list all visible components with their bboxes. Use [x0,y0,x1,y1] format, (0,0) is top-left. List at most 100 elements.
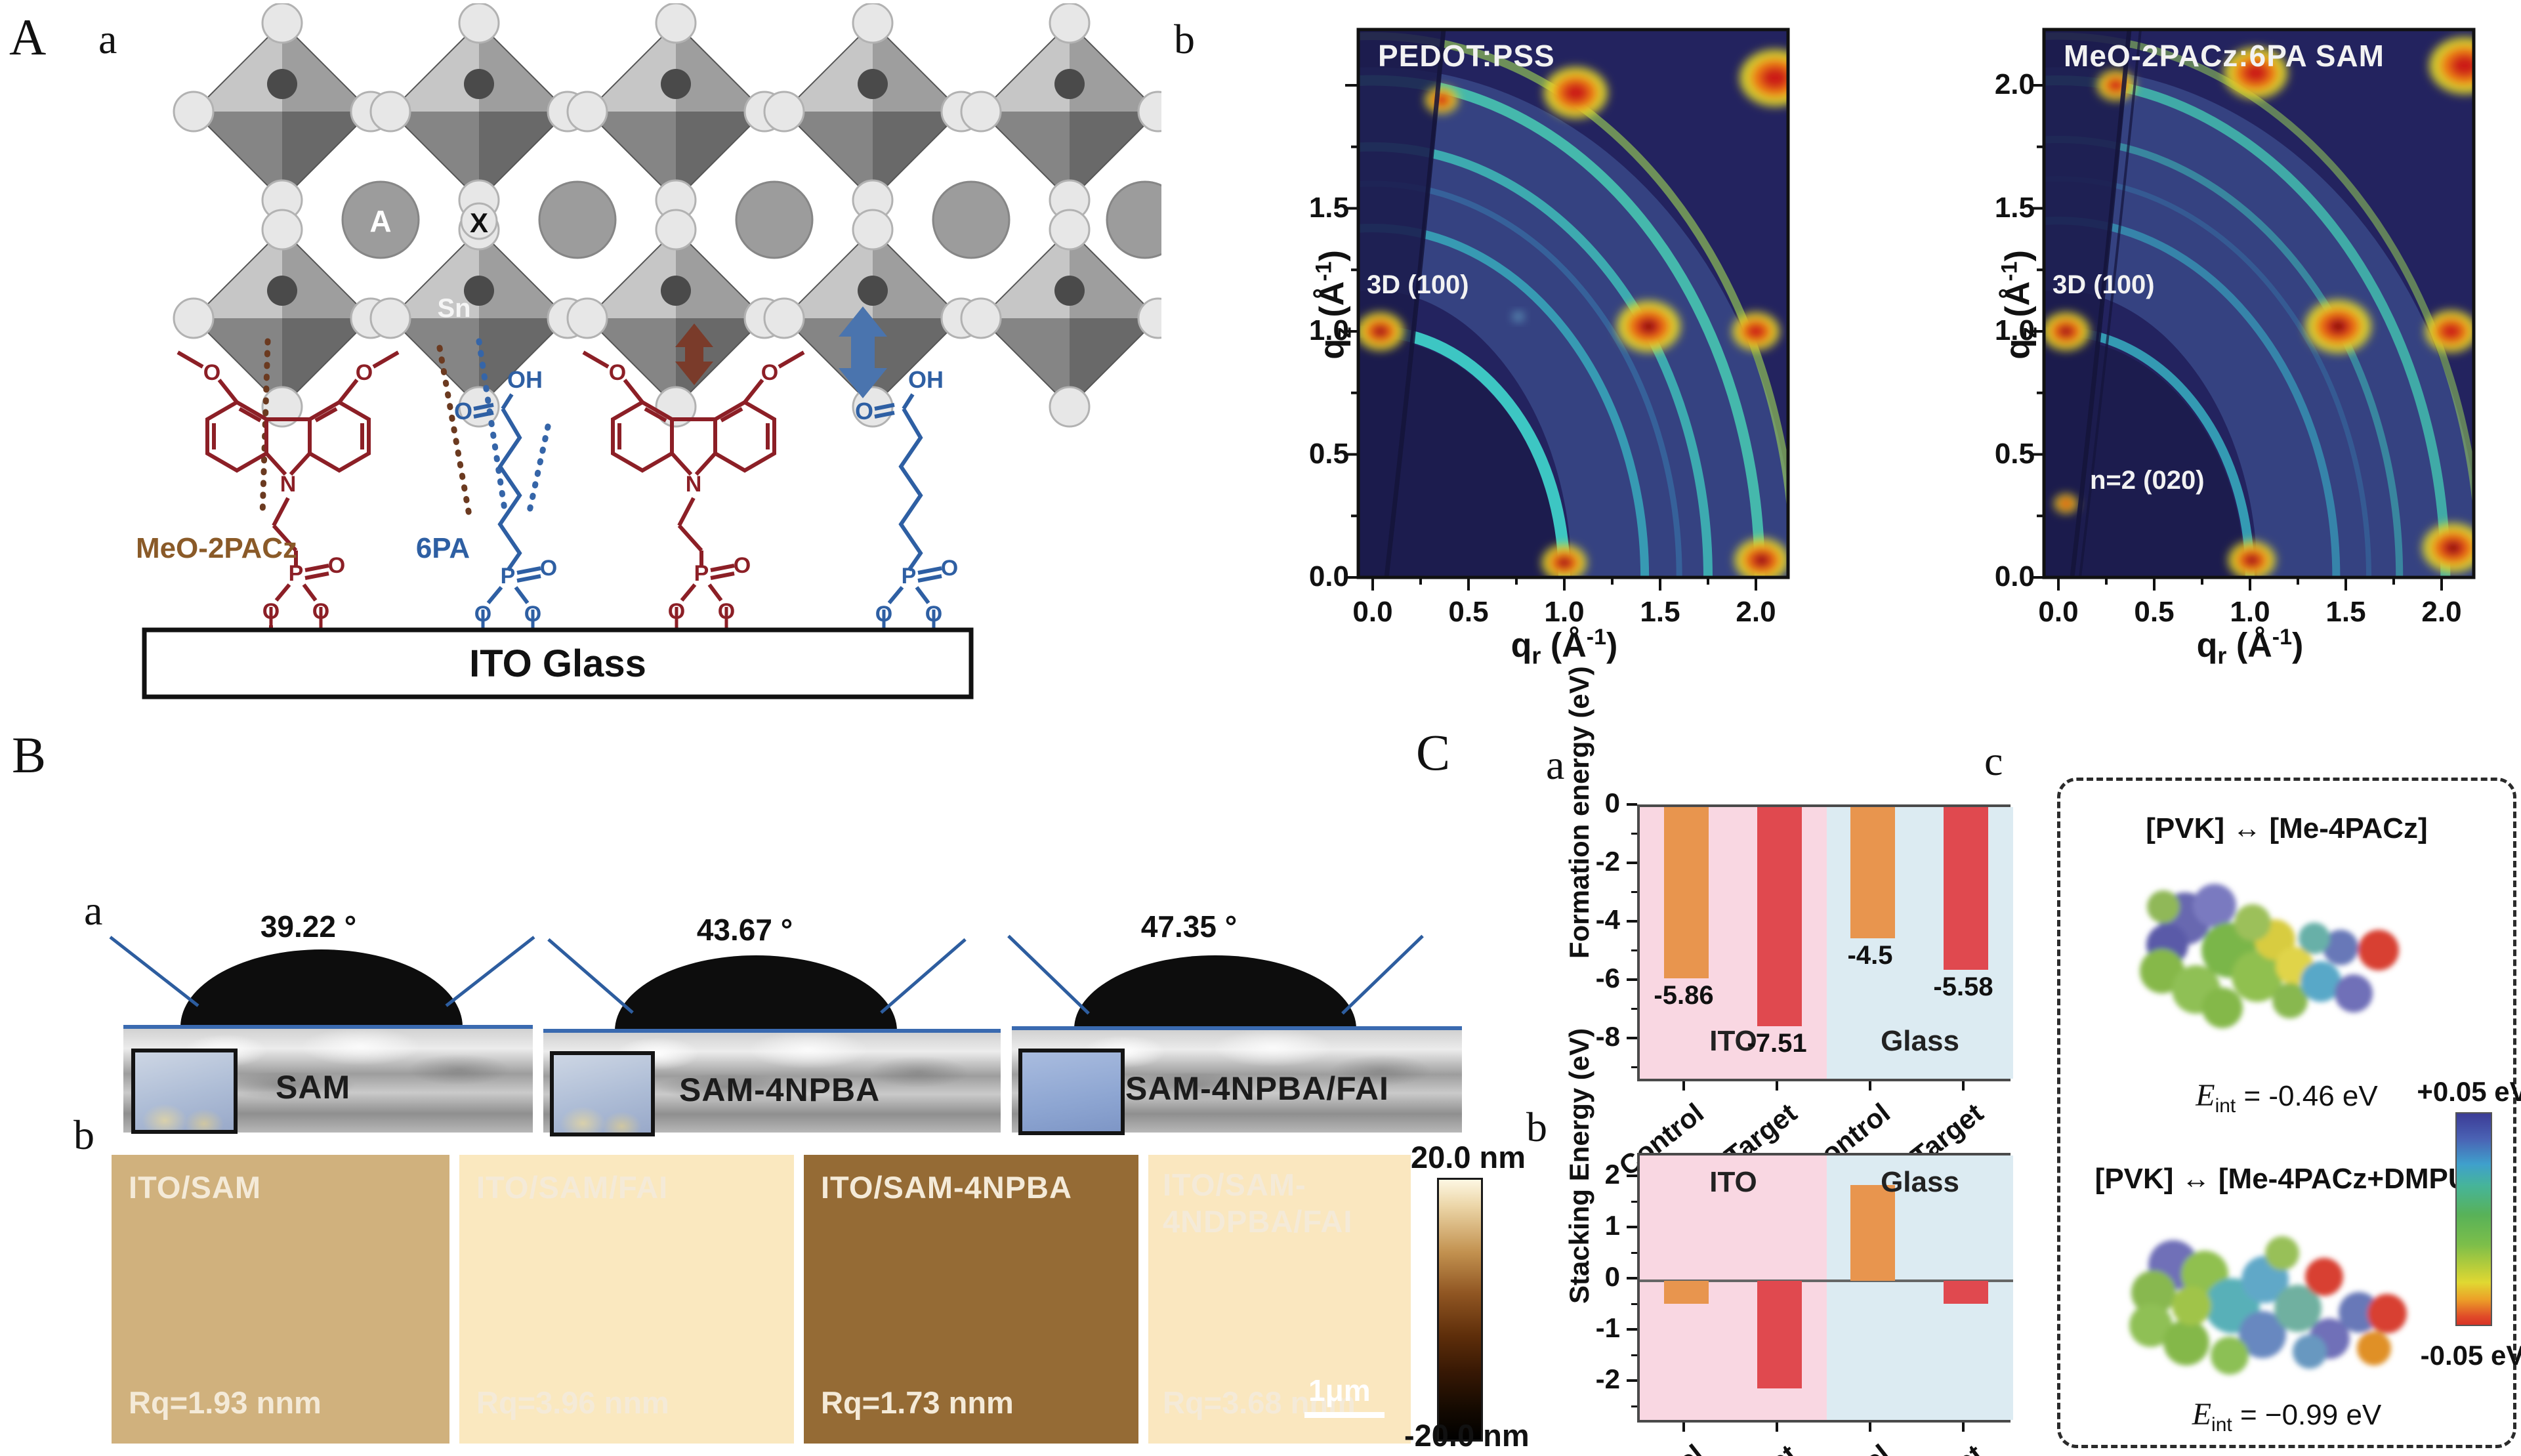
y-minor-tick [1631,1066,1637,1068]
mep-colorbar-max: +0.05 eV [2417,1076,2521,1107]
bar-target-glass [1944,807,1988,970]
atom-o: O [203,360,220,385]
panel-b-label: B [12,726,47,783]
y-minor-tick [1631,1379,1637,1382]
y-minor-tick [1631,1008,1637,1010]
afm-image-ito-sam [112,1155,449,1444]
giwaxs-x-tick-label: 0.0 [1352,596,1393,628]
tangent-line-left [547,938,634,1014]
panel-b-sub-b: b [73,1112,94,1158]
meo-2pacz-molecule: O O N P O O O [582,350,805,624]
bar-value-label: -5.86 [1654,980,1714,1010]
y-tick-label: -8 [1595,1021,1620,1052]
x-tick [1682,1423,1685,1432]
afm-image-ito-sam-4npba [804,1155,1138,1444]
bar-value-label: -4.5 [1847,941,1893,970]
ito-glass-substrate [142,627,974,699]
giwaxs-y-tick-label: 1.0 [1994,314,2035,346]
tangent-line-right [880,938,967,1014]
mep-surface-me4pacz [2140,884,2399,1028]
giwaxs-x-tick-label: 1.0 [1544,596,1585,628]
sample-photo-inset [550,1051,655,1136]
panel-c-sub-a: a [1546,741,1565,788]
group-label-ito: ITO [1709,1166,1757,1198]
sixpa-label: 6PA [416,532,470,564]
atom-o: O [540,556,557,581]
giwaxs-right-title: MeO-2PACz:6PA SAM [2064,39,2385,73]
afm-rq-value: Rq=3.96 nnm [476,1385,669,1420]
x-tick [1869,1423,1871,1432]
afm-image-ito-sam-4ndpba-fai [1148,1155,1411,1444]
giwaxs-x-tick-label: 2.0 [1736,596,1776,628]
atom-p: P [289,561,304,586]
bar-control-glass [1850,807,1895,939]
mep-title-1: [PVK] ↔ [Me-4PACz] [2146,812,2428,844]
mep-title-2: [PVK] ↔ [Me-4PACz+DMPU] [2094,1163,2479,1195]
sixpa-molecule: OH O P O O O [454,366,557,627]
bar-control-ito [1664,1281,1709,1304]
giwaxs-pedot-pss: PEDOT:PSS 3D (100) qr (Å-1) qz (Å-1) 0.0… [1283,7,1827,682]
afm-title: ITO/SAM- [1163,1167,1306,1202]
afm-image-ito-sam-fai [459,1155,794,1444]
giwaxs-y-axis-title: qz (Å-1) [1311,250,1356,360]
y-tick-label: 0 [1604,1261,1620,1293]
sample-photo-inset [131,1049,238,1134]
stacking-energy-chart: ITOGlass210-1-2ControlTargetControlTarge… [1564,1028,2024,1456]
meo-2pacz-molecule: O O N P O O O [177,350,400,630]
baseline [123,1025,533,1029]
y-minor-tick [1631,1200,1637,1203]
a-cation-sphere [341,180,420,259]
y-minor-tick [1631,1037,1637,1039]
giwaxs-y-tick-label: 0.5 [1994,437,2035,470]
bar-control-glass [1850,1185,1895,1281]
water-droplet [180,949,463,1027]
afm-rq-value: Rq=1.73 nnm [821,1385,1014,1420]
substrate-name: SAM [276,1069,351,1106]
contact-angle-value: 43.67 ° [696,913,793,947]
sn-site-label: Sn [437,294,470,323]
x-category-label: Control [1602,1438,1710,1456]
water-droplet [615,955,897,1031]
sample-photo-inset [1018,1049,1125,1135]
giwaxs-y-tick-label: 2.0 [1994,68,2035,100]
ito-glass-label: ITO Glass [469,642,646,685]
bar-target-glass [1944,1281,1988,1304]
atom-o: O [734,553,751,578]
bar-value-label: -7.51 [1747,1029,1807,1058]
y-minor-tick [1631,1226,1637,1228]
atom-p: P [694,561,709,586]
giwaxs-left-title: PEDOT:PSS [1378,39,1555,73]
group-oh: OH [908,366,944,393]
y-tick-label: -1 [1595,1312,1620,1344]
x-category-label: Control [1789,1438,1896,1456]
y-minor-tick [1631,1302,1637,1305]
blue-up-down-arrow-icon [839,306,887,398]
giwaxs-left-annotation: 3D (100) [1367,270,1469,299]
atom-o: O [356,360,373,385]
giwaxs-x-tick-label: 0.5 [1448,596,1489,628]
bar-target-ito [1757,807,1802,1027]
baseline [543,1029,1001,1033]
panel-c-sub-b: b [1526,1104,1547,1150]
giwaxs-y-tick-label: 1.5 [1994,191,2035,224]
giwaxs-x-tick-label: 1.0 [2230,596,2270,628]
atom-n: N [686,472,702,497]
y-minor-tick [1631,1251,1637,1254]
giwaxs-x-axis-title: qr (Å-1) [1511,625,1618,669]
x-category-label: Target [1882,1438,1990,1456]
afm-rq-value: Rq=1.93 nnm [129,1385,322,1420]
sixpa-molecule: OH O P O O O [855,366,958,627]
substrate-name: SAM-4NPBA/FAI [1125,1070,1389,1107]
y-tick [1627,803,1637,806]
bar-target-ito [1757,1281,1802,1388]
contact-angle-value: 39.22 ° [260,909,357,944]
group-label-ito: ITO [1709,1025,1757,1057]
afm-title-line2: 4NDPBA/FAI [1163,1204,1353,1239]
y-minor-tick [1631,891,1637,893]
y-tick-label: 1 [1604,1210,1620,1241]
mep-interaction-box: [PVK] ↔ [Me-4PACz] Eint = -0.46 eV [PVK]… [2057,778,2516,1448]
afm-colorbar-min: -20.0 nm [1404,1418,1530,1453]
atom-n: N [280,472,297,497]
giwaxs-meo2pacz-6pa-sam: MeO-2PACz:6PA SAM 3D (100) n=2 (020) qr … [1969,7,2513,682]
